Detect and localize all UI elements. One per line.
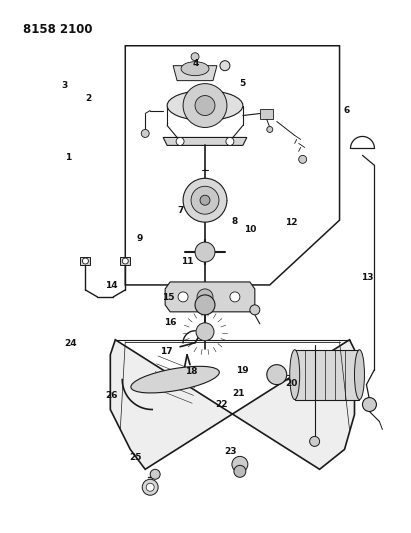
Text: 20: 20: [285, 379, 298, 388]
Bar: [81, 257, 90, 265]
Text: 11: 11: [181, 257, 193, 265]
Polygon shape: [173, 66, 217, 80]
Text: 2: 2: [85, 94, 92, 103]
Text: 7: 7: [178, 206, 184, 215]
Circle shape: [200, 195, 210, 205]
Text: 24: 24: [64, 339, 76, 348]
Text: 14: 14: [105, 280, 118, 289]
Text: 18: 18: [185, 367, 197, 376]
Text: 17: 17: [160, 347, 173, 356]
Text: 23: 23: [224, 447, 236, 456]
Bar: [120, 257, 130, 265]
Text: 4: 4: [192, 59, 199, 68]
Circle shape: [220, 61, 230, 71]
Text: 13: 13: [361, 272, 374, 281]
Circle shape: [178, 292, 188, 302]
Text: 10: 10: [245, 225, 257, 234]
Text: 8158 2100: 8158 2100: [23, 23, 92, 36]
Text: 3: 3: [61, 82, 67, 91]
Circle shape: [232, 456, 248, 472]
Text: 21: 21: [232, 390, 245, 399]
Polygon shape: [165, 282, 255, 312]
Circle shape: [309, 437, 320, 447]
Ellipse shape: [131, 366, 219, 393]
Circle shape: [299, 156, 307, 163]
Text: 19: 19: [236, 366, 249, 375]
Circle shape: [146, 483, 154, 491]
Circle shape: [142, 479, 158, 495]
Ellipse shape: [167, 91, 243, 120]
Text: 16: 16: [164, 318, 177, 327]
Circle shape: [250, 305, 260, 315]
Polygon shape: [110, 340, 355, 470]
Text: 5: 5: [239, 79, 245, 88]
Text: 8: 8: [231, 217, 237, 226]
Circle shape: [122, 258, 128, 264]
Text: 15: 15: [162, 293, 175, 302]
Circle shape: [196, 323, 214, 341]
Circle shape: [267, 126, 273, 133]
Text: 6: 6: [344, 107, 350, 115]
Circle shape: [267, 365, 287, 385]
Circle shape: [195, 295, 215, 315]
Circle shape: [183, 179, 227, 222]
Ellipse shape: [181, 62, 209, 76]
Circle shape: [83, 258, 88, 264]
Text: 12: 12: [285, 219, 298, 228]
Text: 26: 26: [105, 391, 118, 400]
Text: 25: 25: [129, 453, 142, 462]
Polygon shape: [260, 109, 273, 119]
Circle shape: [195, 95, 215, 116]
Circle shape: [176, 138, 184, 146]
Ellipse shape: [290, 350, 300, 400]
Circle shape: [226, 138, 234, 146]
Text: 22: 22: [216, 400, 228, 409]
Polygon shape: [163, 138, 247, 146]
Circle shape: [191, 186, 219, 214]
Circle shape: [191, 53, 199, 61]
Circle shape: [363, 398, 376, 411]
Polygon shape: [295, 350, 360, 400]
Circle shape: [150, 470, 160, 479]
Circle shape: [141, 130, 149, 138]
Text: 9: 9: [137, 235, 143, 244]
Ellipse shape: [355, 350, 365, 400]
Circle shape: [230, 292, 240, 302]
Circle shape: [195, 242, 215, 262]
Text: 1: 1: [65, 153, 72, 162]
Circle shape: [234, 465, 246, 477]
Circle shape: [197, 289, 213, 305]
Circle shape: [183, 84, 227, 127]
